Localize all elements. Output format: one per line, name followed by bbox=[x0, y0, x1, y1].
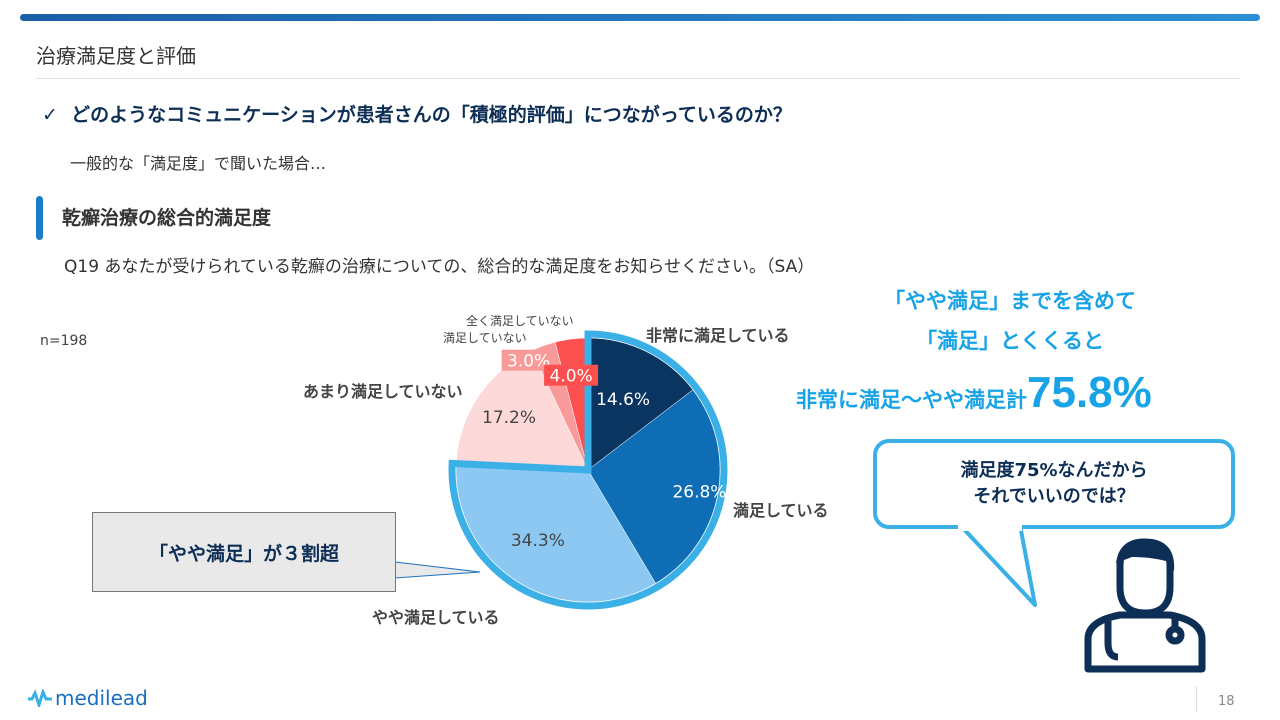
data-label-6: 4.0% bbox=[549, 367, 592, 387]
question-text: どのようなコミュニケーションが患者さんの「積極的評価」につながっているのか？ bbox=[71, 104, 792, 126]
data-label-bg-6 bbox=[544, 364, 599, 386]
category-label-4: あまり満足していない bbox=[303, 382, 463, 401]
top-accent-bar bbox=[20, 14, 1260, 21]
section-title: 乾癬治療の総合的満足度 bbox=[62, 207, 272, 229]
doctor-icon bbox=[1084, 538, 1206, 673]
divider bbox=[36, 78, 1240, 79]
data-label-4: 17.2% bbox=[482, 408, 536, 428]
category-label-5: 満足していない bbox=[443, 331, 527, 345]
medilead-logo: medilead bbox=[28, 686, 148, 710]
data-label-5: 3.0% bbox=[507, 352, 550, 372]
speech-bubble: 満足度75%なんだから それでいいのでは？ bbox=[873, 439, 1235, 529]
pie-slice-3 bbox=[455, 463, 656, 603]
section-marker bbox=[36, 196, 43, 240]
logo-pulse-icon bbox=[28, 689, 52, 707]
pie-slice-1 bbox=[587, 337, 694, 471]
highlight-line-2: 「満足」とくくると bbox=[916, 329, 1104, 353]
speech-line-2: それでいいのでは？ bbox=[973, 486, 1135, 507]
data-label-3: 34.3% bbox=[511, 531, 565, 551]
subtitle: 一般的な「満足度」で聞いた場合… bbox=[70, 154, 327, 173]
check-icon: ✓ bbox=[42, 104, 58, 126]
highlight-prefix: 非常に満足～やや満足計 bbox=[796, 388, 1027, 412]
sample-size: n=198 bbox=[40, 333, 88, 349]
survey-question: Q19 あなたが受けられている乾癬の治療についての、総合的な満足度をお知らせくだ… bbox=[64, 257, 815, 277]
category-label-3: やや満足している bbox=[372, 608, 500, 627]
highlight-outline bbox=[448, 330, 728, 610]
logo-text: medilead bbox=[55, 686, 148, 710]
page-title: 治療満足度と評価 bbox=[36, 44, 196, 68]
pie-slice-2 bbox=[587, 389, 721, 584]
page-number: 18 bbox=[1218, 694, 1235, 709]
highlight-line-3: 非常に満足～やや満足計75.8% bbox=[796, 368, 1152, 418]
question-heading: ✓ どのようなコミュニケーションが患者さんの「積極的評価」につながっているのか？ bbox=[42, 100, 792, 127]
category-label-1: 非常に満足している bbox=[646, 326, 790, 345]
category-label-6: 全く満足していない bbox=[466, 314, 574, 328]
highlight-total: 75.8% bbox=[1027, 368, 1152, 417]
footer-divider bbox=[1196, 686, 1197, 712]
highlight-line-1: 「やや満足」までを含めて bbox=[884, 289, 1136, 313]
speech-line-1: 満足度75%なんだから bbox=[960, 459, 1148, 481]
bubble-joint bbox=[958, 523, 1022, 531]
data-label-2: 26.8% bbox=[672, 482, 726, 502]
callout-box: 「やや満足」が３割超 bbox=[92, 512, 396, 592]
category-label-2: 満足している bbox=[733, 501, 829, 520]
data-label-1: 14.6% bbox=[596, 390, 650, 410]
data-label-bg-5 bbox=[501, 349, 556, 371]
